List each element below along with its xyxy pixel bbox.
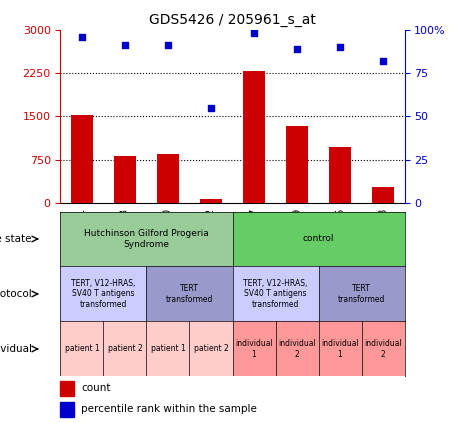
Point [207,104,215,111]
Text: individual
1: individual 1 [235,339,273,359]
Text: TERT, V12-HRAS,
SV40 T antigens
transformed: TERT, V12-HRAS, SV40 T antigens transfor… [243,279,308,309]
Text: individual
1: individual 1 [321,339,359,359]
Bar [329,147,351,203]
Text: individual
2: individual 2 [364,339,402,359]
Text: TERT
transformed: TERT transformed [166,284,213,304]
Point [250,30,258,36]
Text: protocol: protocol [0,289,32,299]
Text: disease state: disease state [0,234,32,244]
Text: percentile rank within the sample: percentile rank within the sample [81,404,257,415]
Text: patient 2: patient 2 [193,344,228,354]
Point [164,42,172,49]
Point [379,58,387,64]
Point [121,42,129,49]
Bar [286,126,308,203]
Text: individual: individual [0,344,32,354]
Text: Hutchinson Gilford Progeria
Syndrome: Hutchinson Gilford Progeria Syndrome [84,229,209,249]
Text: TERT, V12-HRAS,
SV40 T antigens
transformed: TERT, V12-HRAS, SV40 T antigens transfor… [71,279,136,309]
Text: patient 2: patient 2 [107,344,142,354]
Bar [200,199,222,203]
Text: control: control [303,234,334,244]
Bar [157,154,179,203]
Text: individual
2: individual 2 [278,339,316,359]
Bar [60,381,74,396]
Bar [60,402,74,417]
Title: GDS5426 / 205961_s_at: GDS5426 / 205961_s_at [149,13,316,27]
Point [78,33,86,40]
Point [293,45,301,52]
Bar [114,156,136,203]
Text: count: count [81,383,111,393]
Bar [71,115,93,203]
Text: patient 1: patient 1 [65,344,100,354]
Text: patient 1: patient 1 [151,344,186,354]
Bar [372,187,394,203]
Point [336,44,344,50]
Text: TERT
transformed: TERT transformed [338,284,385,304]
Bar [243,71,265,203]
